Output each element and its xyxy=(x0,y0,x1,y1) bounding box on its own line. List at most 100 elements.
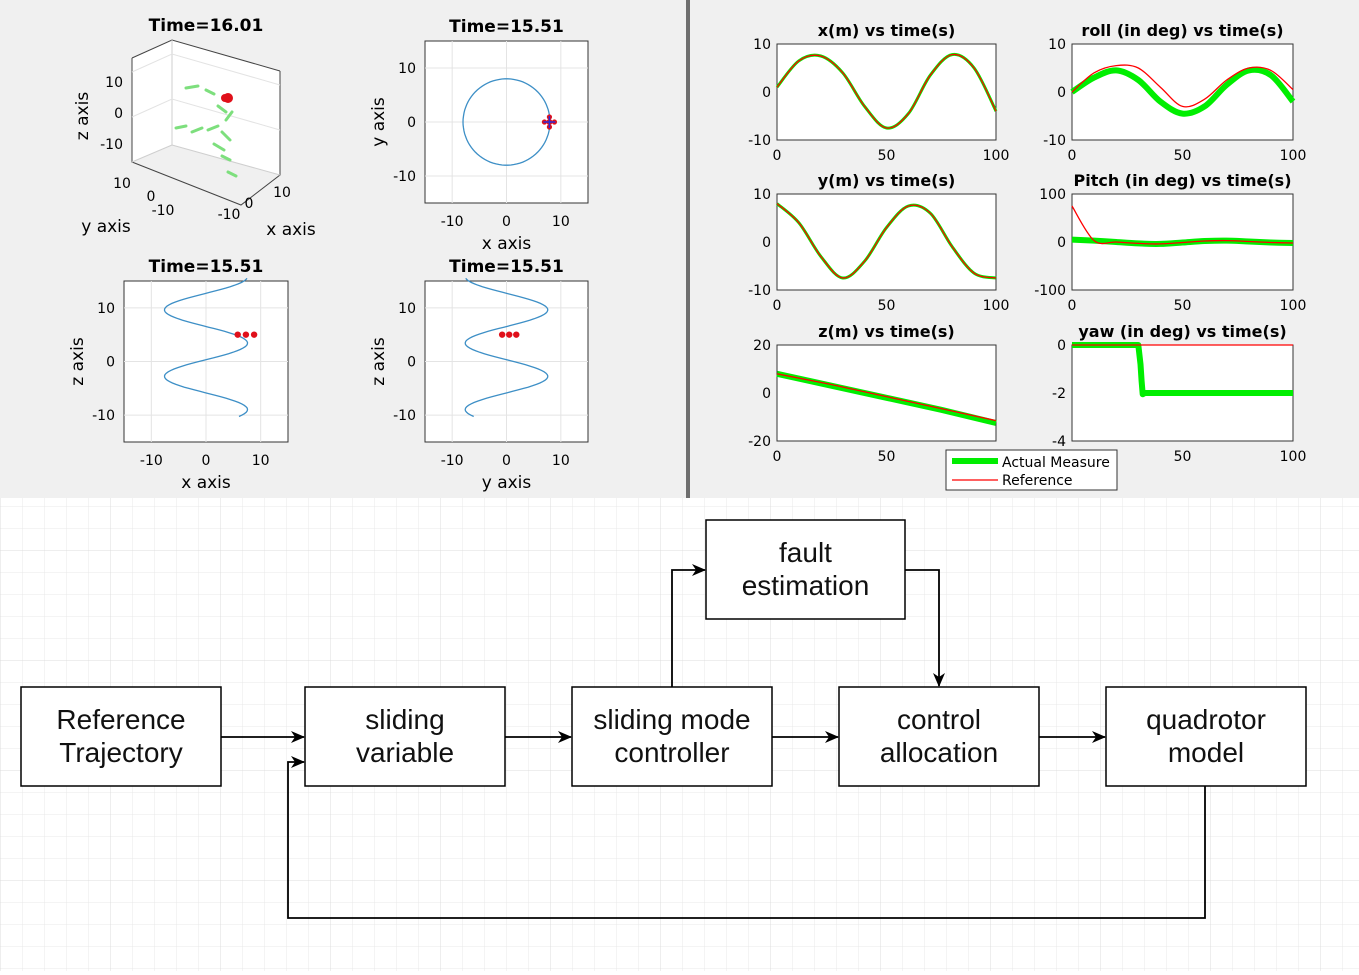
plot-3d-z-tick: 10 xyxy=(105,75,123,91)
block-slv-label: sliding xyxy=(365,704,444,735)
chart-0: x(m) vs time(s)100-100 50 100 xyxy=(748,21,1009,164)
chart-0-title: x(m) vs time(s) xyxy=(818,21,956,40)
chart-5-series-actual xyxy=(1072,342,1293,398)
plot-3d-trajectory-segment xyxy=(190,126,204,134)
block-quad-label: quadrotor xyxy=(1146,704,1266,735)
block-fest-box xyxy=(705,519,906,620)
block-slv-label: variable xyxy=(356,737,454,768)
plot-3d-title: Time=16.01 xyxy=(149,16,264,36)
block-fest-label: estimation xyxy=(742,570,870,601)
plot-3d-x-tick: -10 xyxy=(218,207,241,223)
chart-2: y(m) vs time(s)100-100 50 100 xyxy=(748,171,1009,314)
plot-3d-gridline xyxy=(131,98,281,131)
chart-5-x-tick: 100 xyxy=(1280,449,1307,465)
plot-3d-zlabel: z axis xyxy=(73,92,93,141)
chart-0-series-reference xyxy=(776,53,997,129)
block-smc-box xyxy=(571,686,773,787)
chart-4-x-tick: 0 xyxy=(773,449,782,465)
chart-2-y-tick: -10 xyxy=(748,283,771,299)
diagram-arrow xyxy=(905,569,945,687)
plot-xy-y-tick: -10 xyxy=(393,169,416,185)
plot-3d-trajectory-segment xyxy=(206,124,220,132)
plot-3d-y-tick: 10 xyxy=(113,176,131,192)
plot-3d-trajectory-segment xyxy=(220,130,232,142)
chart-1-x-tick: 50 xyxy=(1174,148,1192,164)
chart-2-x-tick: 50 xyxy=(878,298,896,314)
chart-0-y-tick: -10 xyxy=(748,133,771,149)
chart-4-series-reference xyxy=(776,373,997,422)
chart-3-y-tick: 0 xyxy=(1057,235,1066,251)
chart-5-title: yaw (in deg) vs time(s) xyxy=(1078,322,1286,341)
plot-xz-x-tick: 10 xyxy=(252,453,270,469)
chart-2-title: y(m) vs time(s) xyxy=(818,171,956,190)
block-diagram: ReferenceTrajectoryslidingvariableslidin… xyxy=(20,519,1307,919)
plot-xz-vehicle-marker xyxy=(234,331,241,338)
panel-divider xyxy=(686,0,690,498)
chart-3-x-tick: 0 xyxy=(1068,298,1077,314)
plot-xy-trajectory xyxy=(462,78,551,166)
chart-1-title: roll (in deg) vs time(s) xyxy=(1081,21,1283,40)
block-smc-label: controller xyxy=(614,737,729,768)
plot-xz-y-tick: 10 xyxy=(97,301,115,317)
block-cal-label: allocation xyxy=(880,737,998,768)
plot-3d-x-tick: 0 xyxy=(245,196,254,212)
chart-0-x-tick: 0 xyxy=(773,148,782,164)
chart-2-axes xyxy=(776,193,997,291)
plot-3d-gridline xyxy=(131,53,281,86)
chart-1-y-tick: 10 xyxy=(1048,37,1066,53)
chart-1-x-tick: 0 xyxy=(1068,148,1077,164)
plot-3d-trajectory-segment xyxy=(224,110,234,122)
legend-box xyxy=(945,449,1118,491)
plot-yz-vehicle-marker xyxy=(513,331,520,338)
chart-5: yaw (in deg) vs time(s) 0 -2 -4 50 100 xyxy=(1052,322,1306,465)
plot-3d-trajectory-segment xyxy=(184,84,200,90)
plot-3d-trajectory-segment xyxy=(174,124,188,130)
plot-xy-x-tick: 0 xyxy=(502,214,511,230)
block-quad-label: model xyxy=(1168,737,1244,768)
block-fest-label: fault xyxy=(779,537,832,568)
chart-5-x-tick: 50 xyxy=(1174,449,1192,465)
block-cal-label: control xyxy=(897,704,981,735)
chart-4: z(m) vs time(s)200-200 50 xyxy=(748,322,997,465)
chart-5-y-tick: -2 xyxy=(1052,386,1066,402)
plot-xy-y-tick: 10 xyxy=(398,61,416,77)
plot-yz-y-tick: 0 xyxy=(407,355,416,371)
chart-1-axes xyxy=(1071,43,1294,141)
plot-xz-ylabel: z axis xyxy=(68,337,88,386)
chart-4-title: z(m) vs time(s) xyxy=(818,322,955,341)
plot-3d-y-tick: -10 xyxy=(152,203,175,219)
chart-5-y-tick: -4 xyxy=(1052,434,1066,450)
chart-0-y-tick: 0 xyxy=(762,85,771,101)
chart-3-x-tick: 50 xyxy=(1174,298,1192,314)
plot-xy-title: Time=15.51 xyxy=(449,17,564,37)
plot-xy-x-tick: 10 xyxy=(552,214,570,230)
chart-1-series-reference xyxy=(1071,64,1294,108)
chart-4-series-actual xyxy=(776,370,997,426)
legend-label-actual: Actual Measure xyxy=(1002,455,1110,471)
plot-3d-trajectory-segment xyxy=(226,170,238,178)
chart-1-y-tick: -10 xyxy=(1043,133,1066,149)
plot-yz-y-tick: 10 xyxy=(398,301,416,317)
plot-yz-trajectory xyxy=(464,277,549,418)
chart-0-axes xyxy=(776,43,997,141)
plot-3d-trajectory-segment xyxy=(212,142,226,152)
plot-xz-x-tick: 0 xyxy=(202,453,211,469)
plot-xz-xlabel: x axis xyxy=(181,473,231,493)
plot-3d-inner-edges xyxy=(131,40,281,176)
plot-3d-xlabel: x axis xyxy=(266,220,316,240)
plot-xz-x-tick: -10 xyxy=(140,453,163,469)
chart-2-series-reference xyxy=(776,203,997,279)
plot-xy: -10 0 10 10 0 -10 Time=15.51 x axis y axis xyxy=(369,17,589,254)
diagram-arrow xyxy=(287,756,1206,919)
plot-3d-trajectory-segment xyxy=(204,88,216,96)
chart-4-y-tick: -20 xyxy=(748,434,771,450)
chart-2-x-tick: 0 xyxy=(773,298,782,314)
